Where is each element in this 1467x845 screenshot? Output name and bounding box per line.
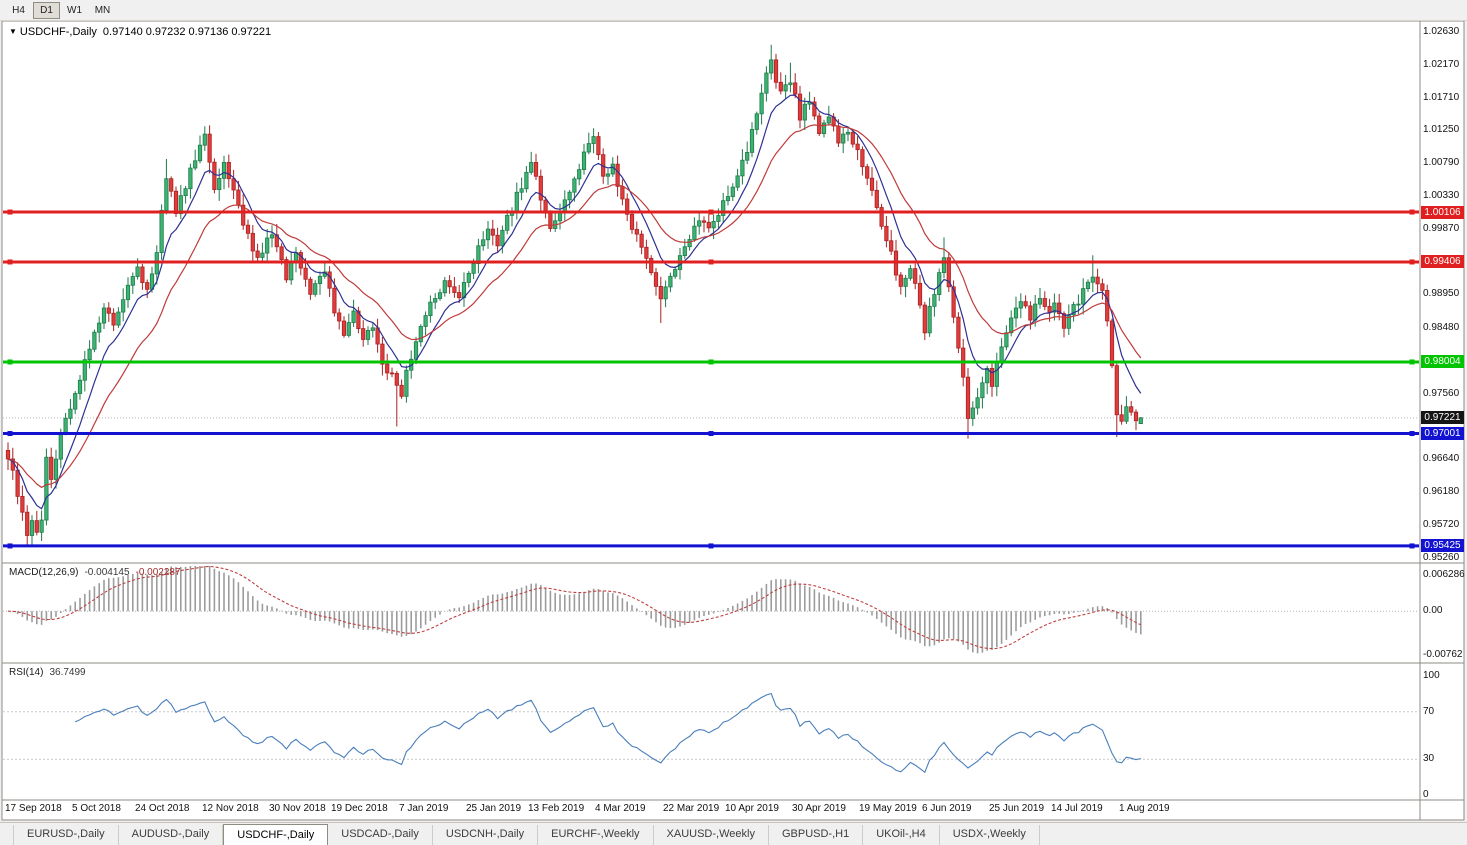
chart-tab-usdchf-daily[interactable]: USDCHF-,Daily: [223, 824, 329, 845]
chart-title: ▼ USDCHF-,Daily 0.97140 0.97232 0.97136 0.…: [9, 26, 271, 38]
date-axis-label: 6 Jun 2019: [922, 803, 972, 814]
date-axis-label: 17 Sep 2018: [5, 803, 62, 814]
chart-tab-usdcnh-daily[interactable]: USDCNH-,Daily: [433, 825, 539, 845]
price-axis-badge-0.97001: 0.97001: [1421, 427, 1464, 440]
macd-name: MACD(12,26,9): [9, 567, 79, 578]
date-axis-label: 25 Jun 2019: [989, 803, 1045, 814]
date-axis-label: 24 Oct 2018: [135, 803, 190, 814]
price-axis-label: 0.95260: [1423, 552, 1460, 563]
macd-value-signal: -0.002287: [135, 567, 181, 578]
price-axis-badge-0.99406: 0.99406: [1421, 255, 1464, 268]
rsi-axis-label: 30: [1423, 753, 1435, 764]
rsi-axis-label: 70: [1423, 706, 1435, 717]
price-axis-label: 0.99870: [1423, 223, 1460, 234]
macd-axis-label: -0.00762: [1423, 649, 1463, 660]
macd-axis-label: 0.006286: [1423, 569, 1465, 580]
hline-handle[interactable]: [1409, 431, 1415, 437]
price-axis-badge-0.97221: 0.97221: [1421, 411, 1464, 424]
hline-handle[interactable]: [708, 209, 714, 215]
rsi-name: RSI(14): [9, 667, 44, 678]
price-axis-label: 0.97560: [1423, 388, 1460, 399]
ma-8-line: [7, 94, 1142, 510]
date-axis-label: 5 Oct 2018: [72, 803, 121, 814]
chart-title-symbol: USDCHF-,Daily: [19, 26, 97, 38]
chart-tab-usdx-weekly[interactable]: USDX-,Weekly: [940, 825, 1040, 845]
hline-handle[interactable]: [7, 543, 13, 549]
timeframe-toolbar: H4 D1 W1 MN: [0, 0, 1467, 21]
price-axis-label: 1.02630: [1423, 26, 1460, 37]
hline-handle[interactable]: [7, 209, 13, 215]
price-axis-badge-1.00106: 1.00106: [1421, 206, 1464, 219]
date-axis-label: 4 Mar 2019: [595, 803, 646, 814]
price-axis-label: 0.98950: [1423, 288, 1460, 299]
hline-handle[interactable]: [1409, 359, 1415, 365]
chart-tab-bar: EURUSD-,Daily AUDUSD-,Daily USDCHF-,Daily U…: [0, 822, 1467, 845]
date-axis-label: 13 Feb 2019: [528, 803, 585, 814]
hline-handle[interactable]: [708, 543, 714, 549]
price-axis-label: 0.96180: [1423, 486, 1460, 497]
price-axis-label: 1.00790: [1423, 157, 1460, 168]
rsi-panel: [3, 692, 1419, 774]
chart-tab-eurusd-daily[interactable]: EURUSD-,Daily: [13, 825, 119, 845]
chart-tab-gbpusd-h1[interactable]: GBPUSD-,H1: [769, 825, 864, 845]
rsi-indicator-label: RSI(14) 36.7499: [9, 667, 86, 678]
chart-window-frame: [1, 20, 1465, 821]
date-axis-label: 19 Dec 2018: [331, 803, 388, 814]
symbol-dropdown-icon[interactable]: ▼: [9, 27, 17, 36]
hline-handle[interactable]: [708, 259, 714, 265]
hline-handle[interactable]: [1409, 209, 1415, 215]
hline-handle[interactable]: [7, 359, 13, 365]
rsi-line: [74, 692, 1141, 774]
chart-title-ohlc: 0.97140 0.97232 0.97136 0.97221: [102, 26, 272, 38]
date-axis-label: 22 Mar 2019: [663, 803, 720, 814]
macd-panel: [3, 565, 1419, 654]
price-axis-label: 1.01250: [1423, 124, 1460, 135]
price-axis-badge-0.98004: 0.98004: [1421, 355, 1464, 368]
date-axis-label: 19 May 2019: [859, 803, 917, 814]
date-axis-label: 30 Nov 2018: [269, 803, 326, 814]
price-axis-label: 0.95720: [1423, 519, 1460, 530]
timeframe-button-d1[interactable]: D1: [33, 1, 60, 19]
chart-tab-audusd-daily[interactable]: AUDUSD-,Daily: [119, 825, 224, 845]
price-axis-label: 0.98480: [1423, 322, 1460, 333]
chart-tab-xauusd-weekly[interactable]: XAUUSD-,Weekly: [654, 825, 769, 845]
date-axis-label: 7 Jan 2019: [399, 803, 449, 814]
hline-handle[interactable]: [7, 259, 13, 265]
macd-value-main: -0.004145: [84, 567, 130, 578]
chart-tab-usdcad-daily[interactable]: USDCAD-,Daily: [328, 825, 433, 845]
price-axis-label: 0.96640: [1423, 453, 1460, 464]
hline-handle[interactable]: [708, 359, 714, 365]
price-panel: [3, 44, 1419, 546]
ma-20-line: [7, 124, 1142, 489]
timeframe-button-mn[interactable]: MN: [94, 4, 111, 16]
hline-handle[interactable]: [1409, 259, 1415, 265]
price-axis-label: 1.02170: [1423, 59, 1460, 70]
macd-indicator-label: MACD(12,26,9) -0.004145 -0.002287: [9, 567, 181, 578]
macd-axis-label: 0.00: [1423, 605, 1443, 616]
timeframe-button-h4[interactable]: H4: [12, 4, 25, 16]
rsi-value: 36.7499: [49, 667, 86, 678]
date-axis-label: 10 Apr 2019: [725, 803, 779, 814]
date-axis-label: 30 Apr 2019: [792, 803, 846, 814]
rsi-axis-label: 0: [1423, 789, 1429, 800]
date-axis-label: 1 Aug 2019: [1119, 803, 1170, 814]
price-axis-badge-0.95425: 0.95425: [1421, 539, 1464, 552]
date-axis-label: 12 Nov 2018: [202, 803, 259, 814]
date-axis-label: 25 Jan 2019: [466, 803, 522, 814]
price-axis-label: 1.00330: [1423, 190, 1460, 201]
hline-handle[interactable]: [1409, 543, 1415, 549]
chart-tab-eurchf-weekly[interactable]: EURCHF-,Weekly: [538, 825, 654, 845]
hline-handle[interactable]: [7, 431, 13, 437]
chart-tab-ukoil-h4[interactable]: UKOil-,H4: [863, 825, 940, 845]
hline-handle[interactable]: [708, 431, 714, 437]
macd-signal-line: [7, 565, 1142, 650]
rsi-axis-label: 100: [1423, 670, 1440, 681]
date-axis-label: 14 Jul 2019: [1051, 803, 1103, 814]
timeframe-button-w1[interactable]: W1: [67, 4, 82, 16]
price-axis-label: 1.01710: [1423, 92, 1460, 103]
